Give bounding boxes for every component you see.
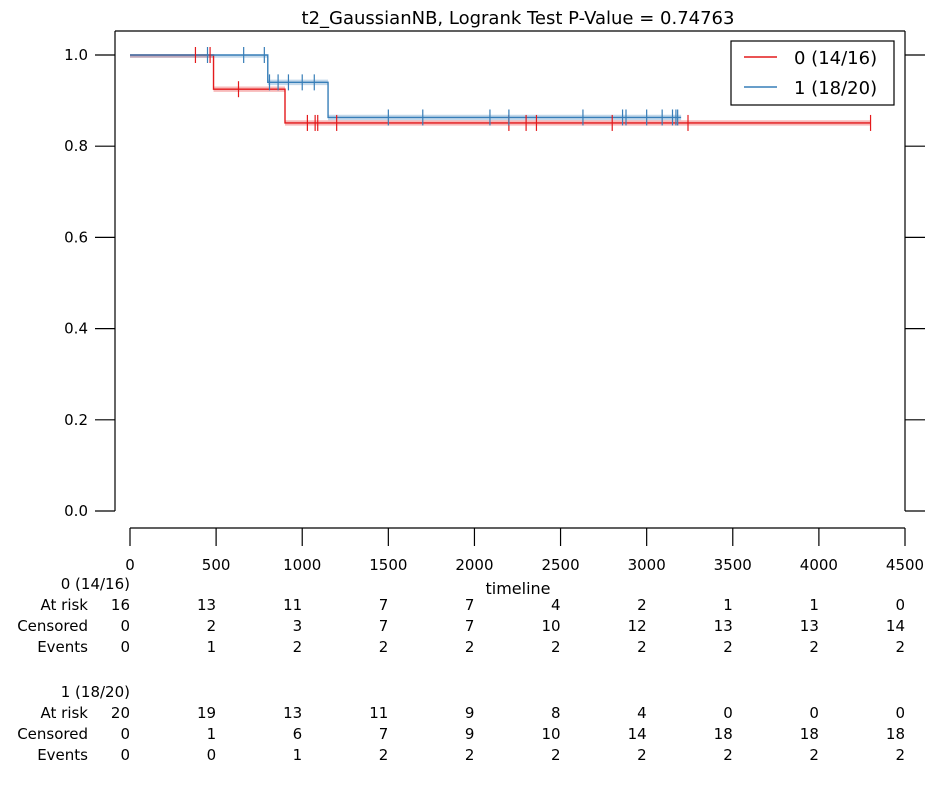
table-cell: 0	[120, 617, 130, 635]
table-cell: 12	[628, 617, 647, 635]
table-cell: 2	[809, 746, 819, 764]
table-cell: 2	[809, 638, 819, 656]
table-cell: 2	[723, 638, 733, 656]
table-cell: 6	[293, 725, 303, 743]
table-cell: 0	[895, 704, 905, 722]
table-cell: 20	[111, 704, 130, 722]
legend-entry-label: 1 (18/20)	[794, 78, 877, 99]
table-row-label: Events	[37, 746, 88, 764]
table-cell: 16	[111, 596, 130, 614]
table-row-label: At risk	[41, 596, 89, 614]
table-cell: 10	[541, 725, 560, 743]
x-tick-label: 2000	[455, 556, 493, 574]
x-tick-label: 4000	[800, 556, 838, 574]
legend: 0 (14/16) 1 (18/20)	[730, 40, 895, 106]
survival-lines	[130, 54, 871, 124]
table-group-name: 1 (18/20)	[61, 683, 130, 701]
table-cell: 0	[723, 704, 733, 722]
table-cell: 18	[714, 725, 733, 743]
table-cell: 2	[551, 638, 561, 656]
table-cell: 0	[895, 596, 905, 614]
table-cell: 2	[379, 638, 389, 656]
table-cell: 11	[369, 704, 388, 722]
x-tick-label: 3500	[714, 556, 752, 574]
table-cell: 1	[723, 596, 733, 614]
table-cell: 2	[637, 638, 647, 656]
x-tick-label: 3000	[628, 556, 666, 574]
table-row-label: Events	[37, 638, 88, 656]
censor-marks	[194, 47, 872, 131]
table-group-name: 0 (14/16)	[61, 575, 130, 593]
legend-box	[730, 40, 895, 106]
table-cell: 7	[379, 725, 389, 743]
table-cell: 2	[207, 617, 217, 635]
y-tick-label: 1.0	[64, 46, 88, 64]
table-cell: 2	[895, 746, 905, 764]
table-row-label: Censored	[17, 725, 88, 743]
table-cell: 2	[895, 638, 905, 656]
table-cell: 8	[551, 704, 561, 722]
y-tick-label: 0.8	[64, 137, 88, 155]
table-cell: 1	[293, 746, 303, 764]
y-tick-label: 0.6	[64, 228, 88, 246]
table-cell: 18	[886, 725, 905, 743]
table-cell: 0	[120, 746, 130, 764]
y-tick-label: 0.4	[64, 320, 88, 338]
table-cell: 10	[541, 617, 560, 635]
table-cell: 9	[465, 725, 475, 743]
table-cell: 18	[800, 725, 819, 743]
y-tick-label: 0.2	[64, 411, 88, 429]
table-row-label: Censored	[17, 617, 88, 635]
table-cell: 9	[465, 704, 475, 722]
table-cell: 1	[809, 596, 819, 614]
table-cell: 13	[283, 704, 302, 722]
table-cell: 14	[886, 617, 905, 635]
x-tick-label: 1000	[283, 556, 321, 574]
x-tick-label: 2500	[541, 556, 579, 574]
table-row-label: At risk	[41, 704, 89, 722]
table-cell: 2	[465, 638, 475, 656]
table-cell: 4	[551, 596, 561, 614]
table-cell: 3	[293, 617, 303, 635]
table-cell: 2	[293, 638, 303, 656]
x-tick-label: 0	[125, 556, 135, 574]
y-tick-label: 0.0	[64, 502, 88, 520]
table-cell: 2	[465, 746, 475, 764]
table-cell: 2	[723, 746, 733, 764]
table-cell: 19	[197, 704, 216, 722]
table-cell: 0	[207, 746, 217, 764]
x-tick-label: 4500	[886, 556, 924, 574]
table-cell: 0	[809, 704, 819, 722]
x-tick-label: 500	[202, 556, 231, 574]
table-cell: 7	[379, 596, 389, 614]
table-cell: 7	[379, 617, 389, 635]
table-cell: 1	[207, 638, 217, 656]
survival-line-series-1	[130, 54, 682, 119]
table-cell: 7	[465, 596, 475, 614]
table-cell: 2	[637, 746, 647, 764]
confidence-band-series-1	[130, 55, 682, 121]
table-cell: 13	[800, 617, 819, 635]
table-cell: 1	[207, 725, 217, 743]
table-cell: 0	[120, 725, 130, 743]
table-cell: 2	[551, 746, 561, 764]
table-cell: 2	[637, 596, 647, 614]
table-cell: 4	[637, 704, 647, 722]
chart-title: t2_GaussianNB, Logrank Test P-Value = 0.…	[302, 8, 735, 29]
table-cell: 14	[628, 725, 647, 743]
x-axis-label: timeline	[485, 579, 550, 598]
table-cell: 2	[379, 746, 389, 764]
table-cell: 7	[465, 617, 475, 635]
legend-entry-label: 0 (14/16)	[794, 48, 877, 69]
x-tick-label: 1500	[369, 556, 407, 574]
table-cell: 0	[120, 638, 130, 656]
table-cell: 11	[283, 596, 302, 614]
table-cell: 13	[714, 617, 733, 635]
axes: 0.0 0.2 0.4 0.6 0.8 1.0 0 500 1000 1500 2000 2500 30…	[64, 30, 925, 574]
table-cell: 13	[197, 596, 216, 614]
